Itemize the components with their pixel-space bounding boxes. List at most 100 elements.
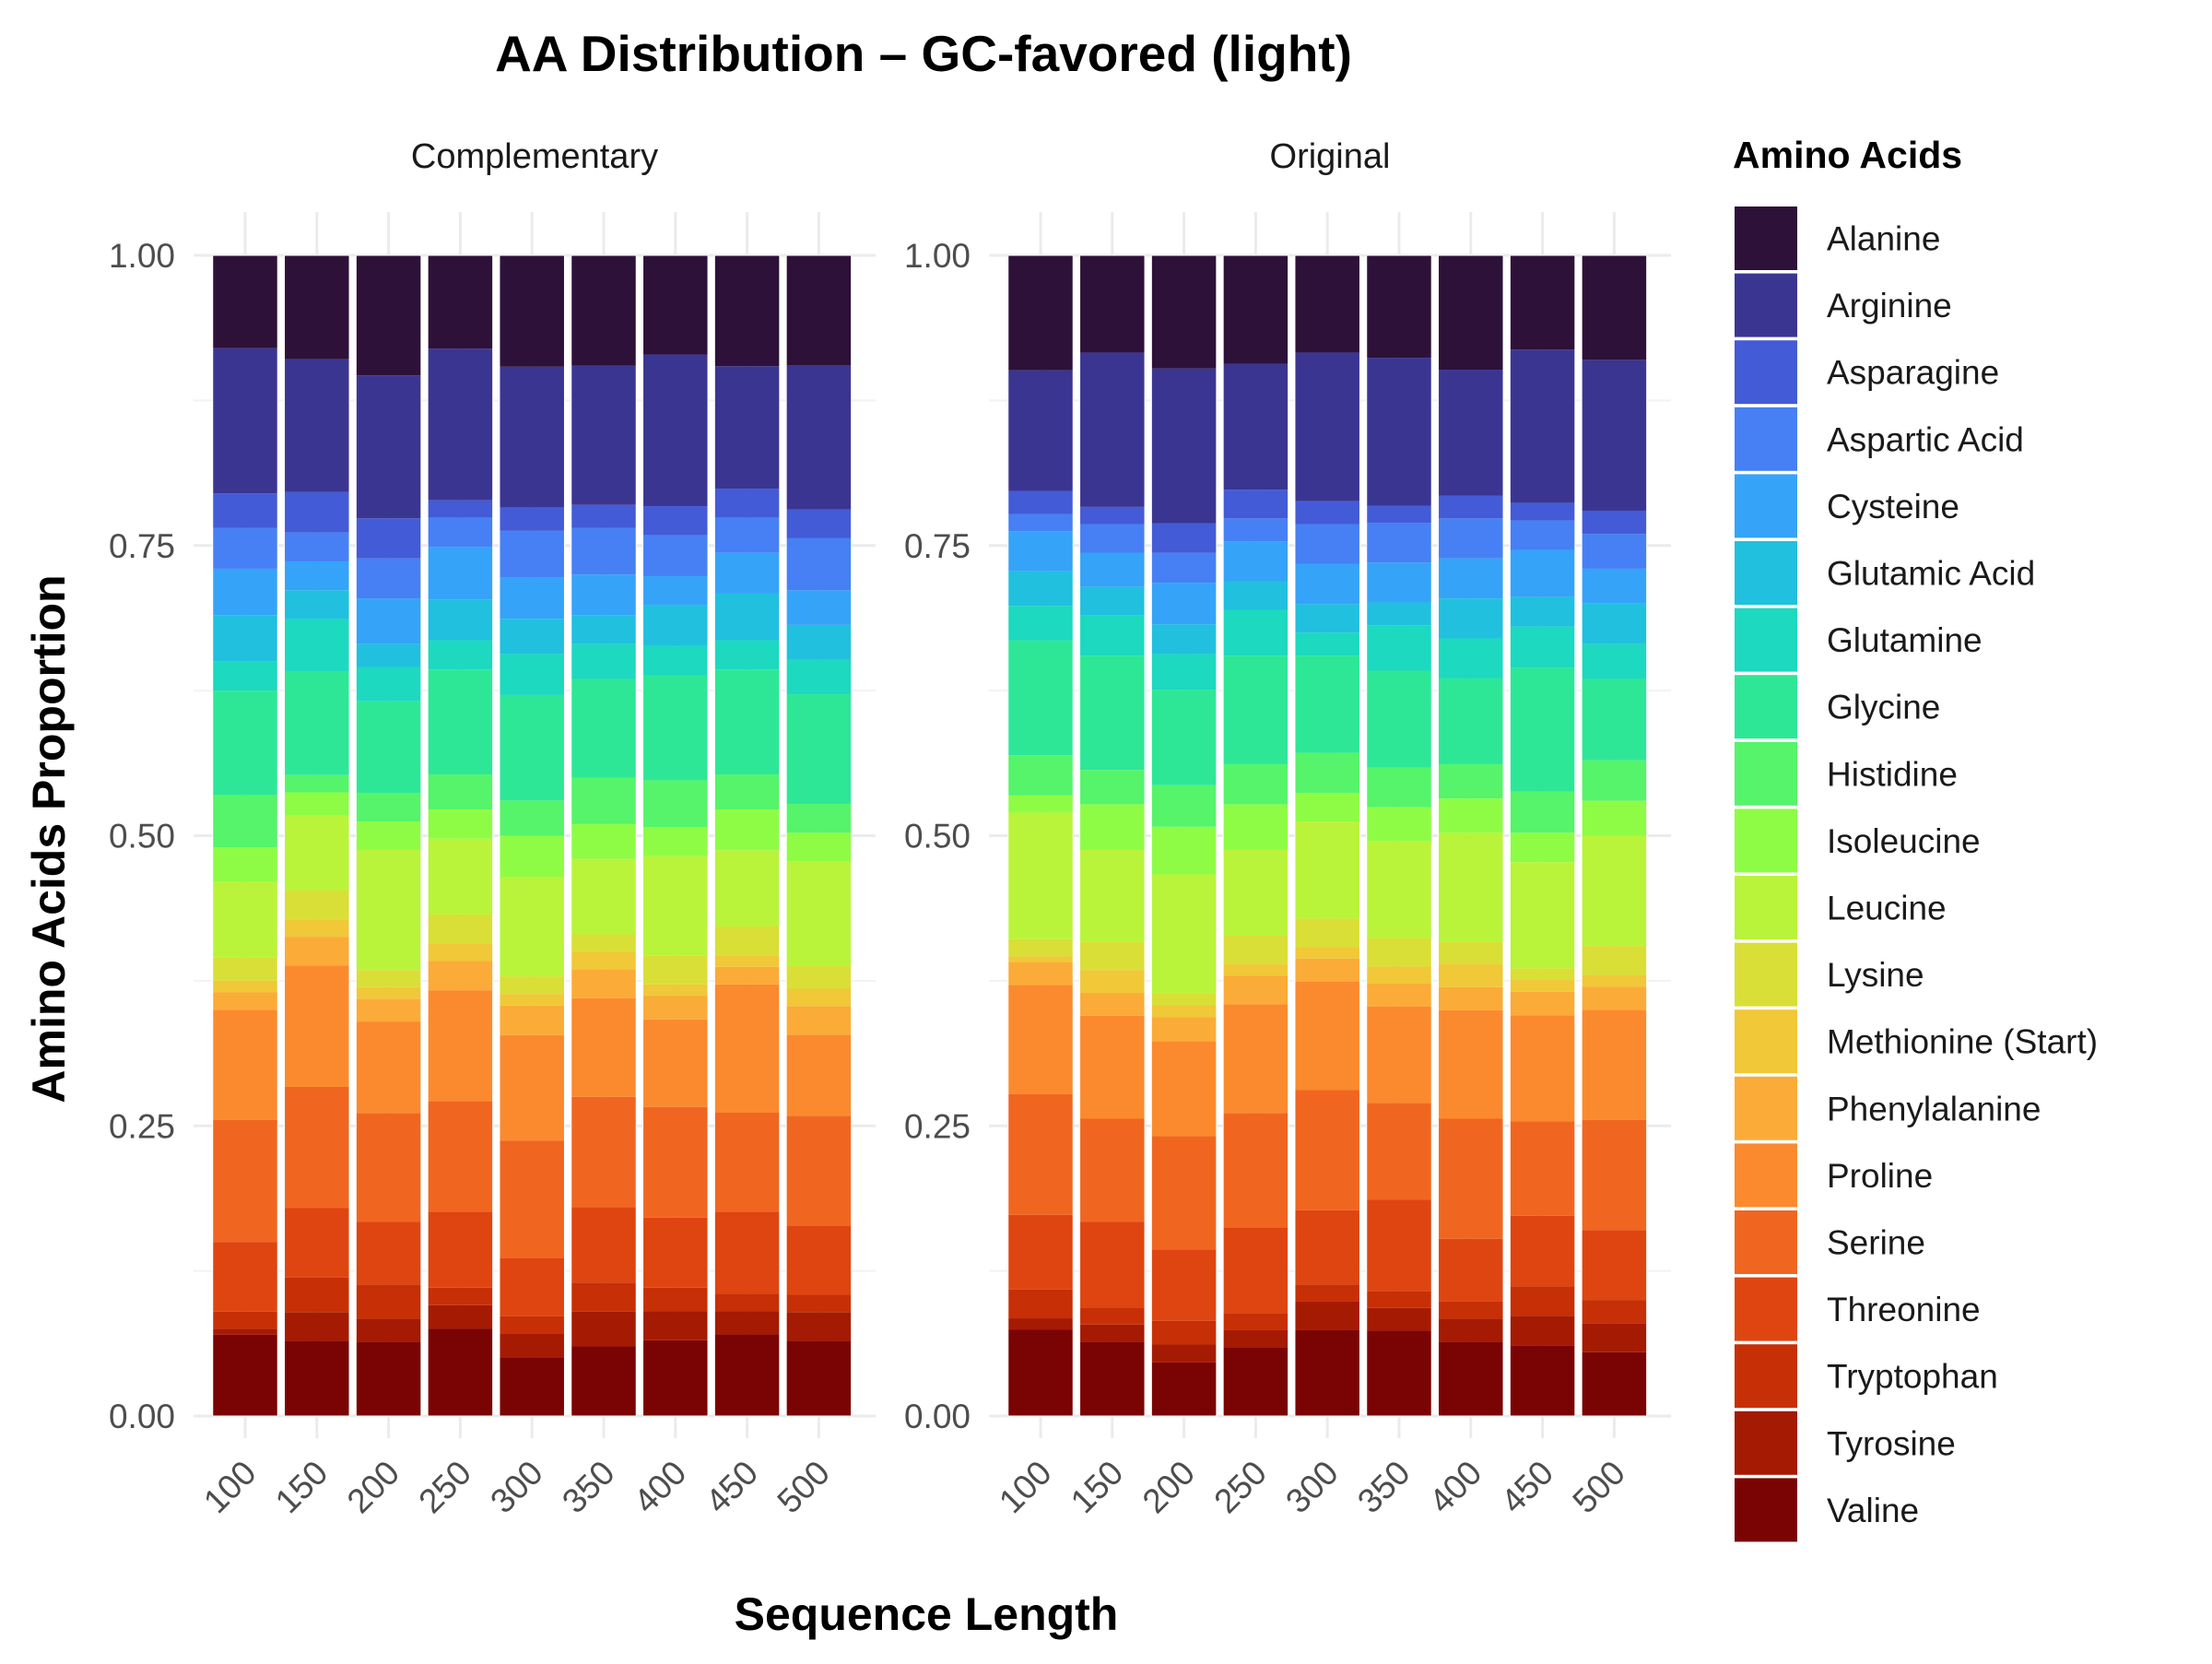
bar-segment bbox=[1366, 1006, 1432, 1103]
legend-label: Threonine bbox=[1827, 1291, 1981, 1328]
bar-outline bbox=[499, 254, 565, 1417]
bar-segment bbox=[1294, 792, 1360, 821]
bar-segment bbox=[428, 914, 493, 944]
bar-segment bbox=[1151, 1320, 1217, 1345]
bar-segment bbox=[714, 489, 780, 518]
bar-segment bbox=[1079, 804, 1146, 851]
legend-item: Glycine bbox=[1735, 675, 1940, 739]
bar-segment bbox=[1510, 968, 1575, 981]
legend-label: Glycine bbox=[1827, 689, 1940, 726]
bar-segment bbox=[1223, 655, 1288, 764]
bar-segment bbox=[1510, 520, 1575, 550]
panel-original: Original 0.00 0.25 0.50 0.75 1.00 100 150 200 250… bbox=[904, 137, 1671, 1520]
bar-segment bbox=[1223, 1347, 1288, 1416]
bar-segment bbox=[1151, 826, 1217, 875]
bar-segment bbox=[1582, 603, 1647, 644]
bar-segment bbox=[1007, 1289, 1074, 1319]
bar-segment bbox=[499, 994, 565, 1006]
bar-segment bbox=[428, 990, 493, 1102]
bar-segment bbox=[786, 659, 852, 695]
bar-segment bbox=[1151, 1344, 1217, 1363]
bar-segment bbox=[1438, 1118, 1504, 1239]
bar-segment bbox=[428, 500, 493, 518]
bar-segment bbox=[1582, 946, 1647, 975]
bar-segment bbox=[642, 1106, 709, 1218]
bar-outline bbox=[1366, 254, 1432, 1417]
bar-segment bbox=[1510, 1316, 1575, 1346]
bar-segment bbox=[284, 1086, 350, 1209]
legend-label: Valine bbox=[1827, 1492, 1919, 1529]
legend-swatch bbox=[1735, 608, 1797, 672]
legend-label: Asparagine bbox=[1827, 354, 1999, 392]
bar-segment bbox=[1582, 1119, 1647, 1231]
bar-segment bbox=[1294, 255, 1360, 353]
legend-label: Serine bbox=[1827, 1224, 1925, 1262]
bar-segment bbox=[212, 980, 278, 993]
bar-segment bbox=[212, 1009, 278, 1120]
bar-segment bbox=[1151, 874, 1217, 994]
bar-segment bbox=[1438, 598, 1504, 639]
bar-segment bbox=[1438, 678, 1504, 764]
bar-segment bbox=[571, 997, 637, 1097]
bar-segment bbox=[571, 858, 637, 935]
bar-segment bbox=[1510, 1345, 1575, 1416]
bar-segment bbox=[1007, 640, 1074, 756]
bar-segment bbox=[714, 366, 780, 490]
legend-swatch bbox=[1735, 541, 1797, 605]
legend-item: Lysine bbox=[1735, 942, 1924, 1007]
bar-segment bbox=[571, 615, 637, 644]
bar-segment bbox=[642, 856, 709, 956]
bar-segment bbox=[1007, 1093, 1074, 1215]
bar-segment bbox=[212, 1334, 278, 1416]
bar-segment bbox=[1294, 655, 1360, 753]
bar-segment bbox=[714, 640, 780, 670]
bar-segment bbox=[1223, 1227, 1288, 1314]
bar-segment bbox=[1582, 568, 1647, 604]
legend-label: Aspartic Acid bbox=[1827, 420, 2024, 458]
bar-segment bbox=[714, 966, 780, 985]
bar-segment bbox=[1438, 964, 1504, 987]
bar-outline bbox=[1294, 254, 1360, 1417]
bar-segment bbox=[1366, 807, 1432, 842]
bar-segment bbox=[571, 679, 637, 778]
bar-segment bbox=[642, 955, 709, 985]
y-tick-label: 0.00 bbox=[109, 1398, 175, 1435]
bar-segment bbox=[499, 1257, 565, 1316]
legend-swatch bbox=[1735, 474, 1797, 538]
bar-segment bbox=[1510, 791, 1575, 833]
x-tick-label: 500 bbox=[770, 1454, 837, 1521]
bar-segment bbox=[1294, 1210, 1360, 1285]
bar-segment bbox=[642, 1287, 709, 1312]
bar-segment bbox=[1151, 1017, 1217, 1042]
bar-segment bbox=[356, 1021, 421, 1114]
x-tick-label: 350 bbox=[1350, 1454, 1418, 1521]
bar-segment bbox=[499, 835, 565, 878]
bar-segment bbox=[1151, 552, 1217, 584]
bar-segment bbox=[1510, 1215, 1575, 1287]
bar-segment bbox=[1007, 1329, 1074, 1416]
legend-label: Tyrosine bbox=[1827, 1424, 1956, 1462]
legend-swatch bbox=[1735, 1277, 1797, 1341]
bar-segment bbox=[1007, 985, 1074, 1094]
bar-segment bbox=[428, 255, 493, 349]
bar-segment bbox=[571, 1096, 637, 1208]
bar-segment bbox=[1007, 1214, 1074, 1290]
bar-segment bbox=[571, 1311, 637, 1347]
legend-label: Cysteine bbox=[1827, 488, 1959, 525]
legend-label: Phenylalanine bbox=[1827, 1090, 2041, 1127]
bar-segment bbox=[1438, 495, 1504, 519]
bar-segment bbox=[1510, 1121, 1575, 1216]
bar-segment bbox=[1366, 505, 1432, 524]
bar-segment bbox=[356, 850, 421, 971]
bar-segment bbox=[571, 643, 637, 679]
x-tick-label: 250 bbox=[1206, 1454, 1274, 1521]
bar-segment bbox=[1510, 255, 1575, 350]
bar-segment bbox=[284, 561, 350, 591]
bar-segment bbox=[499, 1034, 565, 1141]
bar-segment bbox=[571, 823, 637, 859]
bar-segment bbox=[642, 354, 709, 507]
bar-segment bbox=[1079, 850, 1146, 942]
bar-segment bbox=[571, 1207, 637, 1283]
